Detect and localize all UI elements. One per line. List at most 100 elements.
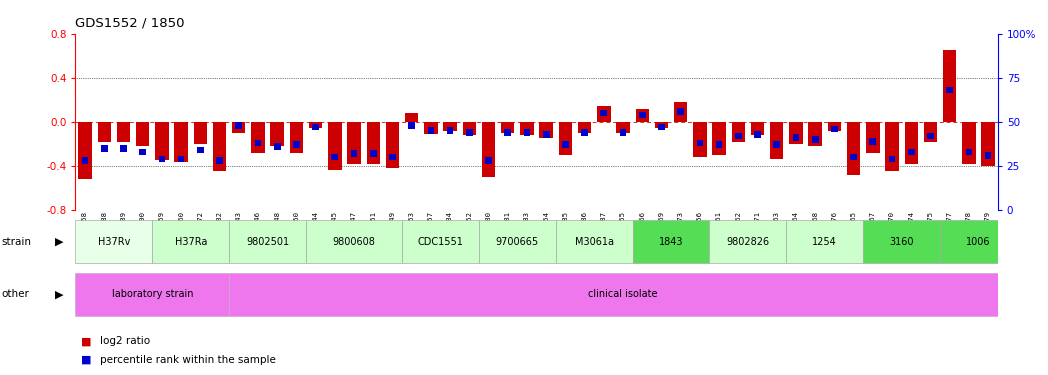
Bar [230, 273, 1017, 316]
Text: 9802501: 9802501 [246, 237, 289, 247]
Bar [194, 122, 208, 144]
Text: 9800608: 9800608 [332, 237, 375, 247]
Bar [409, 122, 415, 129]
Text: ■: ■ [81, 355, 91, 365]
Bar [347, 122, 361, 164]
Bar [424, 122, 438, 134]
Bar [981, 122, 995, 166]
Bar [197, 147, 203, 153]
Bar [331, 154, 339, 160]
Bar [121, 145, 127, 152]
Bar [443, 122, 457, 131]
Bar [555, 220, 633, 264]
Text: 9802826: 9802826 [726, 237, 769, 247]
Bar [808, 122, 822, 146]
Bar [479, 220, 555, 264]
Bar [750, 122, 764, 135]
Text: 3160: 3160 [890, 237, 914, 247]
Bar [850, 154, 857, 160]
Bar [213, 122, 226, 171]
Text: CDC1551: CDC1551 [417, 237, 463, 247]
Bar [328, 122, 342, 170]
Text: ▶: ▶ [54, 237, 63, 247]
Bar [655, 122, 669, 129]
Bar [633, 220, 709, 264]
Text: ■: ■ [81, 336, 91, 346]
Bar [866, 122, 879, 153]
Bar [962, 122, 976, 164]
Text: H37Rv: H37Rv [97, 237, 130, 247]
Bar [312, 124, 319, 130]
Bar [940, 220, 1017, 264]
Bar [697, 140, 703, 146]
Bar [927, 133, 934, 139]
Bar [174, 122, 188, 162]
Bar [446, 128, 454, 134]
Bar [351, 150, 357, 157]
Bar [732, 122, 745, 142]
Bar [482, 122, 496, 177]
Bar [255, 140, 261, 146]
Bar [155, 122, 169, 160]
Bar [904, 122, 918, 164]
Bar [773, 141, 780, 148]
Bar [693, 122, 706, 157]
Bar [770, 122, 784, 159]
Bar [501, 122, 515, 133]
Text: other: other [1, 290, 29, 299]
Bar [786, 220, 864, 264]
Bar [658, 124, 664, 130]
Bar [601, 110, 607, 116]
Bar [152, 220, 230, 264]
Bar [139, 148, 146, 155]
Bar [405, 113, 418, 122]
Bar [677, 108, 684, 115]
Bar [524, 129, 530, 136]
Bar [908, 148, 915, 155]
Bar [520, 122, 533, 135]
Bar [735, 133, 742, 139]
Bar [559, 122, 572, 155]
Text: 1843: 1843 [659, 237, 683, 247]
Bar [136, 122, 150, 146]
Bar [158, 156, 166, 162]
Bar [582, 129, 588, 136]
Bar [230, 220, 306, 264]
Bar [236, 122, 242, 129]
Bar [577, 122, 591, 133]
Text: clinical isolate: clinical isolate [588, 290, 658, 299]
Bar [79, 122, 92, 179]
Text: M3061a: M3061a [574, 237, 614, 247]
Bar [847, 122, 860, 175]
Bar [597, 106, 611, 122]
Bar [674, 102, 687, 122]
Bar [293, 141, 300, 148]
Bar [985, 152, 991, 159]
Text: 1006: 1006 [966, 237, 990, 247]
Bar [389, 154, 396, 160]
Bar [309, 122, 323, 129]
Bar [540, 122, 553, 138]
Bar [543, 131, 549, 138]
Bar [716, 141, 722, 148]
Bar [402, 220, 479, 264]
Bar [886, 122, 899, 171]
Bar [466, 129, 473, 136]
Bar [639, 111, 646, 118]
Bar [75, 273, 230, 316]
Bar [306, 220, 402, 264]
Bar [562, 141, 569, 148]
Bar [504, 129, 511, 136]
Bar [812, 136, 818, 143]
Bar [619, 129, 627, 136]
Text: 1254: 1254 [812, 237, 837, 247]
Bar [367, 122, 380, 164]
Bar [116, 122, 130, 142]
Text: percentile rank within the sample: percentile rank within the sample [100, 355, 276, 365]
Bar [462, 122, 476, 135]
Bar [870, 138, 876, 145]
Bar [252, 122, 265, 153]
Bar [289, 122, 303, 153]
Bar [428, 128, 434, 134]
Text: log2 ratio: log2 ratio [100, 336, 150, 346]
